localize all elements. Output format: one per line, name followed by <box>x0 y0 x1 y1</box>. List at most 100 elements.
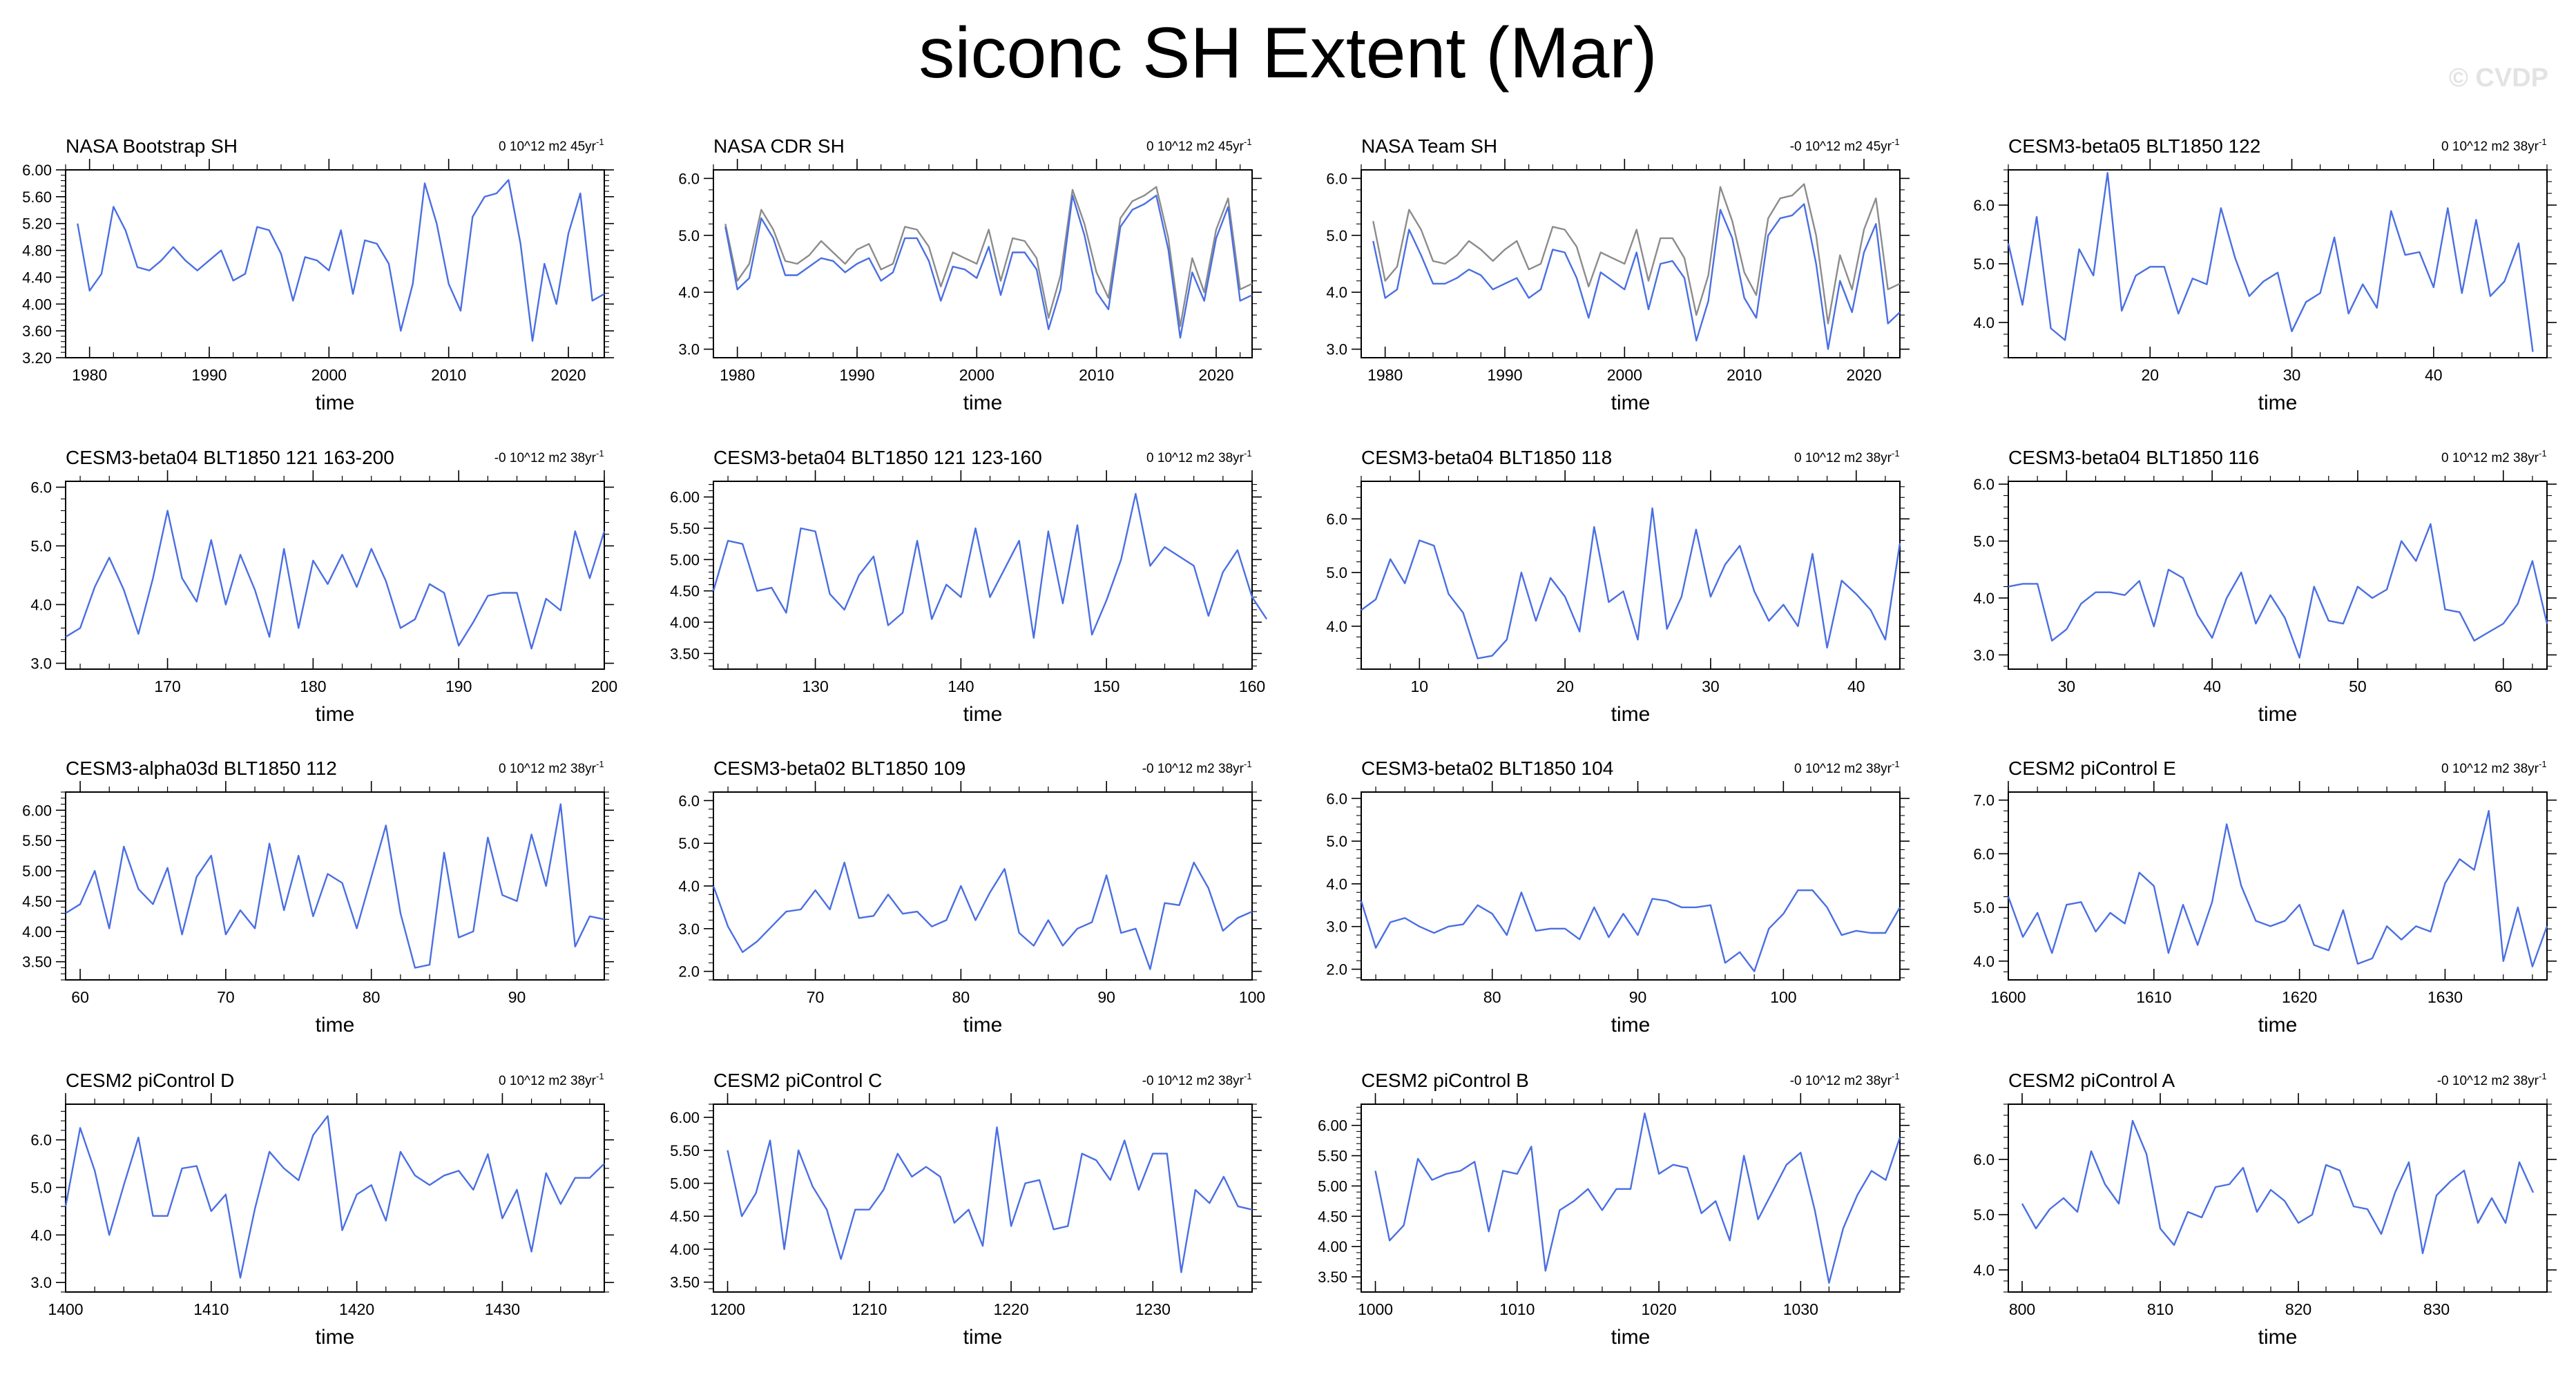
trend-superscript: -1 <box>596 448 604 459</box>
x-tick-label: 10 <box>1411 677 1429 695</box>
plot-frame <box>65 481 605 670</box>
x-tick-label: 1610 <box>2136 988 2171 1006</box>
x-tick-label: 830 <box>2423 1300 2450 1318</box>
model-series-line <box>2007 172 2534 352</box>
y-tick-label: 4.0 <box>1326 876 1347 893</box>
model-series-line <box>2021 1119 2535 1255</box>
y-tick-label: 3.0 <box>1326 341 1347 358</box>
y-tick-label: 3.60 <box>22 322 52 340</box>
y-tick-label: 4.0 <box>1973 953 1995 970</box>
plot-frame <box>65 169 605 358</box>
plot-frame <box>713 481 1253 670</box>
x-tick-label: 1030 <box>1783 1300 1818 1318</box>
y-tick-label: 6.0 <box>678 792 700 809</box>
x-tick-label: 80 <box>1483 988 1501 1006</box>
y-tick-label: 4.0 <box>30 1226 52 1244</box>
y-tick-label: 3.50 <box>22 954 52 971</box>
trend-label: -0 10^12 m2 38yr <box>1790 1074 1892 1088</box>
model-series-line <box>65 803 605 969</box>
x-axis-label: time <box>2258 392 2298 414</box>
trend-superscript: -1 <box>1892 448 1900 459</box>
trend-label: -0 10^12 m2 38yr <box>494 451 597 465</box>
y-tick-label: 5.50 <box>1318 1148 1347 1165</box>
panel-title: CESM2 piControl C <box>713 1070 882 1091</box>
x-axis-label: time <box>963 1326 1003 1349</box>
x-tick-label: 1990 <box>1487 366 1522 384</box>
x-tick-label: 2010 <box>1079 366 1114 384</box>
y-tick-label: 5.00 <box>670 551 700 568</box>
panel-title: CESM3-alpha03d BLT1850 112 <box>66 758 337 779</box>
panel-6: CESM3-beta04 BLT1850 121 123-160 0 10^12 … <box>670 447 1268 726</box>
trend-label: 0 10^12 m2 38yr <box>2441 762 2539 776</box>
y-tick-label: 6.00 <box>670 1109 700 1126</box>
y-tick-label: 3.0 <box>30 1274 52 1291</box>
x-tick-label: 170 <box>154 677 180 695</box>
y-tick-label: 4.0 <box>678 284 700 301</box>
y-tick-label: 5.0 <box>1326 564 1347 581</box>
x-tick-label: 140 <box>948 677 974 695</box>
x-tick-label: 1000 <box>1358 1300 1393 1318</box>
y-tick-label: 6.00 <box>22 802 52 819</box>
model-series-line <box>712 492 1268 639</box>
y-tick-label: 4.0 <box>1973 1262 1995 1279</box>
obs-series-line <box>724 186 1253 327</box>
x-tick-label: 2020 <box>1198 366 1233 384</box>
x-axis-label: time <box>316 1014 355 1037</box>
y-tick-label: 5.0 <box>1326 833 1347 850</box>
x-tick-label: 90 <box>1097 988 1115 1006</box>
y-tick-label: 6.0 <box>1973 197 1995 214</box>
x-tick-label: 2010 <box>431 366 466 384</box>
x-axis-label: time <box>963 392 1003 414</box>
x-axis-label: time <box>963 703 1003 726</box>
x-axis-label: time <box>1611 1326 1651 1349</box>
x-axis-label: time <box>316 392 355 414</box>
x-axis-label: time <box>963 1014 1003 1037</box>
trend-label: 0 10^12 m2 38yr <box>499 1074 597 1088</box>
trend-superscript: -1 <box>1244 137 1252 147</box>
y-tick-label: 5.0 <box>1973 533 1995 550</box>
panel-title: CESM2 piControl E <box>2008 758 2176 779</box>
x-tick-label: 820 <box>2285 1300 2311 1318</box>
model-series-line <box>724 194 1253 339</box>
x-tick-label: 810 <box>2147 1300 2173 1318</box>
y-tick-label: 3.50 <box>670 1274 700 1291</box>
x-tick-label: 1980 <box>1367 366 1403 384</box>
x-tick-label: 40 <box>1847 677 1865 695</box>
x-tick-label: 40 <box>2425 366 2443 384</box>
y-tick-label: 2.0 <box>678 963 700 981</box>
panel-title: NASA Team SH <box>1361 135 1497 157</box>
plot-frame <box>713 169 1253 358</box>
trend-label: -0 10^12 m2 38yr <box>1142 762 1244 776</box>
model-series-line <box>712 861 1253 970</box>
x-tick-label: 2010 <box>1727 366 1762 384</box>
x-tick-label: 100 <box>1239 988 1265 1006</box>
y-tick-label: 6.00 <box>1318 1117 1347 1135</box>
y-tick-label: 5.0 <box>30 538 52 555</box>
x-tick-label: 1010 <box>1499 1300 1535 1318</box>
plot-frame <box>713 1103 1253 1293</box>
y-tick-label: 4.00 <box>1318 1238 1347 1255</box>
y-tick-label: 4.40 <box>22 269 52 286</box>
model-series-line <box>1372 203 1901 350</box>
x-tick-label: 2000 <box>311 366 347 384</box>
y-tick-label: 5.0 <box>1973 256 1995 273</box>
y-tick-label: 4.0 <box>1973 314 1995 331</box>
y-tick-label: 6.0 <box>1326 170 1347 187</box>
y-tick-label: 5.00 <box>22 862 52 880</box>
trend-label: 0 10^12 m2 38yr <box>1794 451 1892 465</box>
plot-frame <box>1361 1103 1901 1293</box>
y-tick-label: 4.0 <box>30 597 52 614</box>
y-tick-label: 7.0 <box>1973 792 1995 809</box>
panel-4: CESM3-beta05 BLT1850 122 0 10^12 m2 38yr -… <box>1973 135 2557 414</box>
x-tick-label: 80 <box>363 988 381 1006</box>
trend-superscript: -1 <box>2539 448 2547 459</box>
x-tick-label: 70 <box>807 988 825 1006</box>
x-axis-label: time <box>316 1326 355 1349</box>
x-tick-label: 1420 <box>339 1300 374 1318</box>
panel-15: CESM2 piControl B -0 10^12 m2 38yr -1 1000 1… <box>1318 1070 1910 1349</box>
y-tick-label: 5.00 <box>670 1175 700 1193</box>
x-tick-label: 20 <box>2141 366 2159 384</box>
y-tick-label: 5.0 <box>1973 1206 1995 1224</box>
y-tick-label: 4.0 <box>1326 284 1347 301</box>
panel-12: CESM2 piControl E 0 10^12 m2 38yr -1 1600 16… <box>1973 758 2557 1037</box>
